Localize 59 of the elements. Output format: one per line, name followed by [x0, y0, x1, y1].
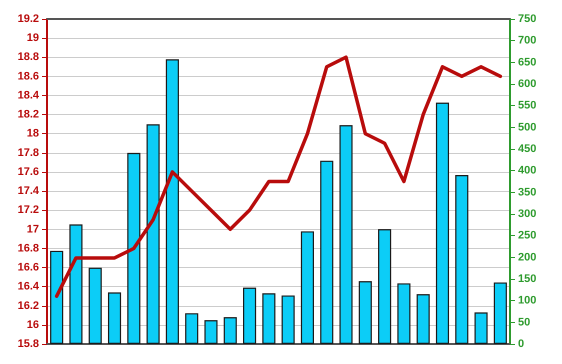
y2-tick-label: 200 [518, 251, 536, 264]
bar [185, 313, 198, 344]
bar [378, 229, 392, 344]
bar [358, 281, 372, 344]
y-tick-label: 17 [26, 223, 39, 236]
y-tick-label: 19.2 [18, 13, 39, 25]
y-tick-label: 19 [26, 32, 39, 44]
y-tick-label: 18.6 [18, 70, 39, 82]
bar [243, 288, 256, 344]
y-tick-label: 17.6 [18, 166, 39, 178]
y2-tick-label: 100 [518, 294, 536, 307]
y-tick-label: 17.4 [18, 185, 40, 198]
y2-tick-label: 400 [518, 164, 536, 177]
bar [146, 124, 160, 344]
bar [88, 268, 102, 344]
bar [320, 160, 334, 344]
line-series [54, 55, 502, 298]
y-tick-label: 17.2 [18, 204, 39, 216]
y-tick-label: 18 [26, 128, 39, 140]
bar [204, 320, 218, 344]
y2-tick-label: 350 [518, 186, 536, 198]
bar [339, 125, 353, 344]
y-tick-label: 16.8 [18, 242, 39, 254]
y-tick-label: 15.8 [18, 338, 39, 350]
y2-tick-label: 300 [518, 208, 536, 220]
bar [69, 224, 82, 344]
bar [262, 293, 276, 344]
y2-tick-label: 750 [518, 13, 536, 25]
y2-tick-label: 250 [518, 230, 536, 242]
y-tick-label: 16.6 [18, 262, 39, 274]
y2-tick-label: 0 [518, 338, 524, 350]
bar [166, 59, 179, 344]
y-tick-label: 16.2 [18, 300, 39, 312]
y-tick-label: 16.4 [18, 280, 40, 293]
bar [50, 250, 64, 344]
bar [494, 282, 507, 344]
y2-tick-label: 700 [518, 34, 536, 47]
bar [436, 102, 450, 344]
y2-tick-label: 450 [518, 143, 536, 155]
bar [224, 317, 237, 344]
bar [282, 295, 295, 344]
bar [416, 294, 430, 344]
y2-tick-label: 600 [518, 78, 536, 90]
bar [108, 292, 122, 344]
y-tick-label: 17.8 [18, 146, 39, 159]
bar [127, 152, 140, 344]
bar [474, 312, 488, 344]
bar [300, 231, 314, 344]
y-tick-label: 18.4 [18, 89, 40, 102]
y-tick-label: 18.2 [18, 108, 39, 121]
bar [397, 283, 410, 344]
y2-tick-label: 500 [518, 121, 536, 134]
y2-tick-label: 650 [518, 56, 536, 68]
y2-tick-label: 150 [518, 273, 536, 285]
y-tick-label: 18.8 [18, 51, 39, 64]
y-tick-label: 16 [26, 318, 39, 331]
bar [455, 175, 468, 344]
y2-tick-label: 550 [518, 100, 536, 112]
y2-tick-label: 50 [518, 316, 530, 328]
